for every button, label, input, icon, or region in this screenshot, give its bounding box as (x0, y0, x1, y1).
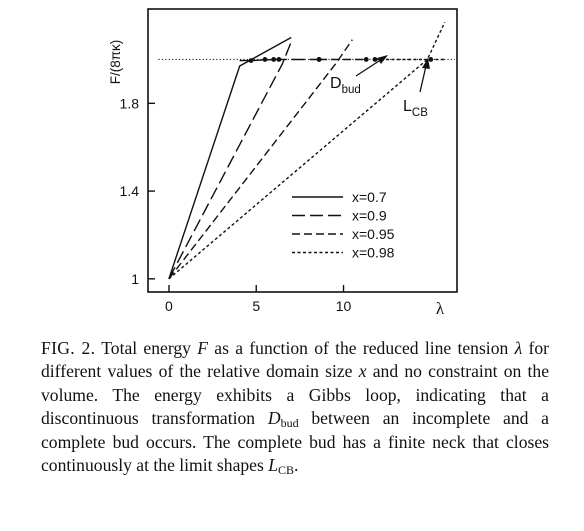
caption-text-1: Total energy (101, 338, 191, 358)
caption-symbol-D: D (267, 408, 281, 429)
y-axis-label: F/(8πκ) (108, 40, 123, 85)
legend-label: x=0.9 (352, 208, 387, 224)
series-rising-line (168, 41, 292, 280)
y-tick-label: 1 (131, 271, 139, 287)
caption-symbol-x: x (358, 361, 367, 382)
dbud-annotation: Dbud (330, 75, 361, 96)
figure: 0 5 10 1 1.4 1.8 x=0.7 x=0.9 x=0.95 x=0.98 Dbud L… (108, 8, 458, 318)
series-dot (248, 58, 254, 63)
dbud-arrow-line (355, 58, 383, 77)
caption-symbol-lambda: λ (514, 338, 523, 358)
series-dot (271, 57, 277, 62)
legend: x=0.7 x=0.9 x=0.95 x=0.98 (292, 189, 395, 261)
series-group (168, 21, 446, 280)
legend-label: x=0.7 (352, 189, 387, 205)
series-x-0-98 (168, 21, 446, 280)
caption-symbol-F: F (197, 338, 209, 358)
series-flat-line (239, 58, 279, 62)
x-tick-label: 0 (165, 298, 173, 314)
series-x-0-9 (168, 41, 322, 280)
legend-label: x=0.95 (352, 226, 395, 242)
series-rising-line (168, 39, 353, 280)
series-dot (316, 57, 322, 62)
caption-lead: FIG. 2. (41, 338, 96, 358)
caption-symbol-L: L (268, 455, 279, 476)
energy-chart: 0 5 10 1 1.4 1.8 x=0.7 x=0.9 x=0.95 x=0.98 Dbud L… (108, 8, 458, 318)
lcb-arrow-line (419, 65, 427, 93)
caption-text-5: between an incomplete and a complete bud… (41, 408, 549, 476)
series-dot (372, 57, 378, 62)
series-dot (363, 57, 369, 62)
caption-sub-CB: CB (278, 463, 295, 478)
axis-ticks: 0 5 10 1 1.4 1.8 (120, 95, 352, 314)
y-tick-label: 1.8 (120, 95, 140, 111)
caption-text-6: . (294, 455, 299, 476)
lcb-annotation: LCB (403, 98, 428, 119)
series-rising-line (168, 36, 292, 280)
series-rising-line (168, 21, 446, 280)
caption-sub-bud: bud (280, 416, 299, 431)
x-tick-label: 10 (336, 298, 352, 314)
y-tick-label: 1.4 (120, 183, 140, 199)
x-tick-label: 5 (252, 298, 260, 314)
legend-label: x=0.98 (352, 245, 395, 261)
caption-text-4: and no constraint on the volume. The ene… (41, 361, 550, 429)
dbud-arrow-head (377, 55, 388, 64)
x-axis-label: λ (436, 299, 445, 318)
annotations: Dbud LCB (330, 55, 430, 119)
series-dot (428, 57, 434, 62)
plot-frame (147, 8, 458, 293)
series-dot (262, 57, 268, 62)
caption-text-3: for different values of the relative dom… (41, 338, 549, 382)
figure-caption: FIG. 2. Total energy F as a function of … (41, 337, 549, 477)
caption-text-2: as a function of the reduced line tensio… (214, 338, 509, 358)
series-x-0-95 (168, 39, 369, 280)
series-x-0-7 (168, 36, 292, 280)
lcb-arrow-head (422, 58, 430, 69)
